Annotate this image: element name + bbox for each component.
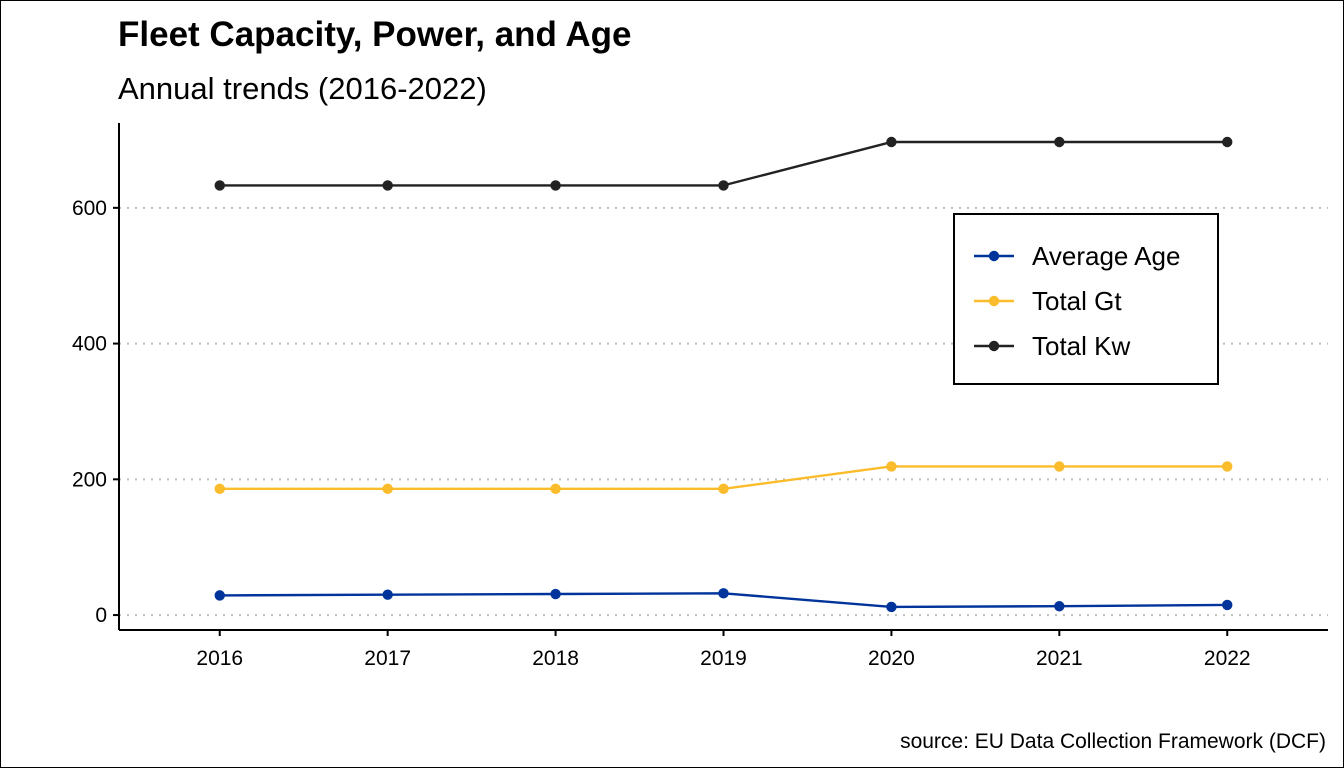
data-point-total-kw bbox=[1222, 136, 1233, 148]
data-point-total-gt bbox=[1222, 461, 1233, 472]
y-tick-label: 200 bbox=[72, 468, 107, 491]
legend-label: Average Age bbox=[1032, 241, 1180, 271]
x-tick-label: 2020 bbox=[868, 647, 915, 670]
legend-label: Total Kw bbox=[1032, 331, 1130, 361]
legend-item-total-gt: Total Gt bbox=[974, 286, 1122, 316]
x-axis-ticks: 2016 2017 2018 2019 2020 2021 2022 bbox=[196, 630, 1251, 670]
data-point-average-age bbox=[550, 588, 561, 600]
legend: Average Age Total Gt Total Kw bbox=[953, 213, 1219, 385]
data-point-total-gt bbox=[718, 483, 729, 495]
data-point-average-age bbox=[886, 601, 897, 613]
legend-item-total-kw: Total Kw bbox=[974, 331, 1130, 361]
data-point-total-gt bbox=[886, 461, 897, 472]
x-tick-label: 2019 bbox=[700, 647, 747, 670]
data-point-average-age bbox=[718, 588, 729, 599]
chart-caption: source: EU Data Collection Framework (DC… bbox=[900, 730, 1326, 753]
legend-label: Total Gt bbox=[1032, 286, 1122, 316]
legend-key-point bbox=[988, 340, 1000, 352]
data-point-total-kw bbox=[1054, 136, 1065, 148]
data-point-total-kw bbox=[382, 180, 393, 191]
y-tick-label: 600 bbox=[72, 197, 107, 220]
series-layer bbox=[214, 136, 1233, 613]
data-point-total-kw bbox=[886, 136, 897, 148]
data-point-average-age bbox=[382, 589, 393, 600]
x-tick-label: 2022 bbox=[1204, 647, 1251, 670]
series-average-age bbox=[214, 588, 1233, 613]
y-axis-ticks: 0 200 400 600 bbox=[72, 197, 119, 627]
data-point-average-age bbox=[214, 590, 225, 601]
data-point-total-kw bbox=[550, 180, 561, 191]
data-point-average-age bbox=[1054, 601, 1065, 612]
x-tick-label: 2021 bbox=[1036, 647, 1083, 670]
series-line-total-kw bbox=[219, 140, 1228, 187]
chart-subtitle: Annual trends (2016-2022) bbox=[118, 71, 487, 106]
x-tick-label: 2018 bbox=[532, 647, 579, 670]
y-tick-label: 400 bbox=[72, 333, 107, 356]
data-point-total-gt bbox=[1054, 461, 1065, 472]
chart-title: Fleet Capacity, Power, and Age bbox=[118, 15, 631, 54]
series-total-kw bbox=[214, 136, 1233, 191]
gridlines bbox=[119, 206, 1328, 617]
series-total-gt bbox=[214, 461, 1233, 495]
x-tick-label: 2017 bbox=[364, 647, 411, 670]
legend-key-point bbox=[988, 250, 1000, 262]
data-point-average-age bbox=[1222, 599, 1233, 611]
data-point-total-gt bbox=[382, 483, 393, 495]
data-point-total-gt bbox=[214, 483, 225, 495]
legend-items: Average Age Total Gt Total Kw bbox=[974, 241, 1180, 361]
legend-key-point bbox=[988, 295, 1000, 307]
x-tick-label: 2016 bbox=[196, 647, 243, 670]
legend-item-average-age: Average Age bbox=[974, 241, 1180, 271]
data-point-total-kw bbox=[214, 180, 225, 191]
y-tick-label: 0 bbox=[95, 604, 107, 627]
data-point-total-gt bbox=[550, 483, 561, 495]
data-point-total-kw bbox=[718, 180, 729, 191]
